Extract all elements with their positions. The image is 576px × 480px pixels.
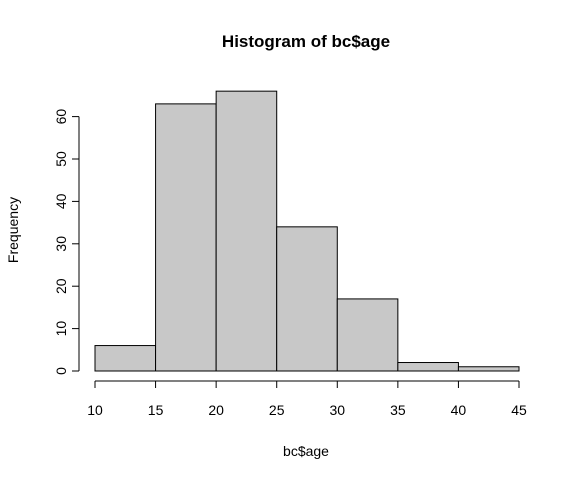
y-tick-label-30: 30 <box>53 236 69 252</box>
y-tick-label-40: 40 <box>53 193 69 209</box>
y-tick-label-20: 20 <box>53 278 69 294</box>
x-tick-label-45: 45 <box>511 402 527 418</box>
histogram-bar-20-25 <box>215 90 278 372</box>
y-axis-label: Frequency <box>5 197 21 263</box>
x-tick-label-40: 40 <box>451 402 467 418</box>
x-tick-label-20: 20 <box>208 402 224 418</box>
histogram-bar-15-20 <box>155 103 217 372</box>
chart-title: Histogram of bc$age <box>222 32 390 51</box>
y-tick-label-50: 50 <box>53 151 69 167</box>
y-tick-label-10: 10 <box>53 321 69 337</box>
x-tick-label-15: 15 <box>148 402 164 418</box>
y-axis: 0 10 20 30 40 50 60 <box>53 109 80 375</box>
x-tick-label-25: 25 <box>269 402 285 418</box>
x-tick-label-10: 10 <box>87 402 103 418</box>
x-tick-label-30: 30 <box>329 402 345 418</box>
y-tick-label-60: 60 <box>53 109 69 125</box>
histogram-bar-30-35 <box>336 298 399 372</box>
bars-group <box>94 90 520 372</box>
histogram-bar-35-40 <box>397 362 459 372</box>
x-tick-label-35: 35 <box>390 402 406 418</box>
histogram-bar-40-45 <box>457 366 520 372</box>
x-axis: 10 15 20 25 30 35 40 45 <box>87 380 527 418</box>
y-tick-label-0: 0 <box>53 367 69 375</box>
histogram-bar-10-15 <box>94 345 157 372</box>
histogram-bar-25-30 <box>276 226 338 372</box>
x-axis-label: bc$age <box>283 443 329 459</box>
